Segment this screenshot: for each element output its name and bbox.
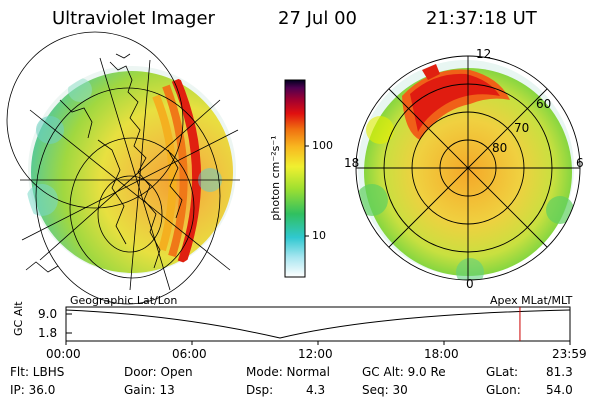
- status-door: Door: Open: [124, 365, 193, 379]
- instrument-title: Ultraviolet Imager: [52, 8, 215, 29]
- status-dsp-value: 4.3: [306, 383, 326, 397]
- colorbar-tick-100: 100: [312, 139, 333, 152]
- status-glon-label: GLon:: [486, 383, 521, 397]
- mlt-label-18: 18: [344, 156, 360, 170]
- timeline-xtick-0000: 00:00: [46, 347, 81, 361]
- status-dsp-label: Dsp:: [246, 383, 274, 397]
- geographic-image: [6, 31, 240, 305]
- mlat-label-70: 70: [514, 121, 530, 135]
- timeline-xtick-1800: 18:00: [424, 347, 459, 361]
- mlt-label-12: 12: [476, 47, 492, 61]
- colorbar-tick-10: 10: [312, 229, 326, 242]
- status-gc-alt: GC Alt: 9.0 Re: [362, 365, 446, 379]
- apex-label: Apex MLat/MLT: [490, 294, 573, 307]
- timeline-xtick-1200: 12:00: [298, 347, 333, 361]
- time-label: 21:37:18 UT: [426, 8, 537, 29]
- mlat-label-80: 80: [492, 141, 508, 155]
- mlt-label-0: 0: [466, 277, 474, 291]
- status-seq: Seq: 30: [362, 383, 408, 397]
- status-glat-label: GLat:: [486, 365, 519, 379]
- timeline-ytick-high: 9.0: [38, 307, 58, 321]
- timeline-plot: [65, 306, 571, 345]
- status-gain: Gain: 13: [124, 383, 175, 397]
- colorbar-unit-label: photon cm⁻²s⁻¹: [269, 135, 282, 221]
- status-ip: IP: 36.0: [10, 383, 56, 397]
- date-label: 27 Jul 00: [278, 8, 357, 29]
- status-glon-value: 54.0: [546, 383, 573, 397]
- status-glat-value: 81.3: [546, 365, 573, 379]
- geographic-label: Geographic Lat/Lon: [70, 294, 178, 307]
- mlat-label-60: 60: [536, 97, 552, 111]
- status-filter: Flt: LBHS: [10, 365, 65, 379]
- status-mode: Mode: Normal: [246, 365, 330, 379]
- colorbar: [284, 79, 309, 278]
- mlt-label-6: 6: [576, 156, 584, 170]
- timeline-ylabel: GC Alt: [12, 301, 25, 336]
- apex-polar-image: [355, 55, 581, 281]
- timeline-ytick-low: 1.8: [38, 326, 58, 340]
- timeline-xtick-0600: 06:00: [172, 347, 207, 361]
- timeline-xtick-2359: 23:59: [552, 347, 587, 361]
